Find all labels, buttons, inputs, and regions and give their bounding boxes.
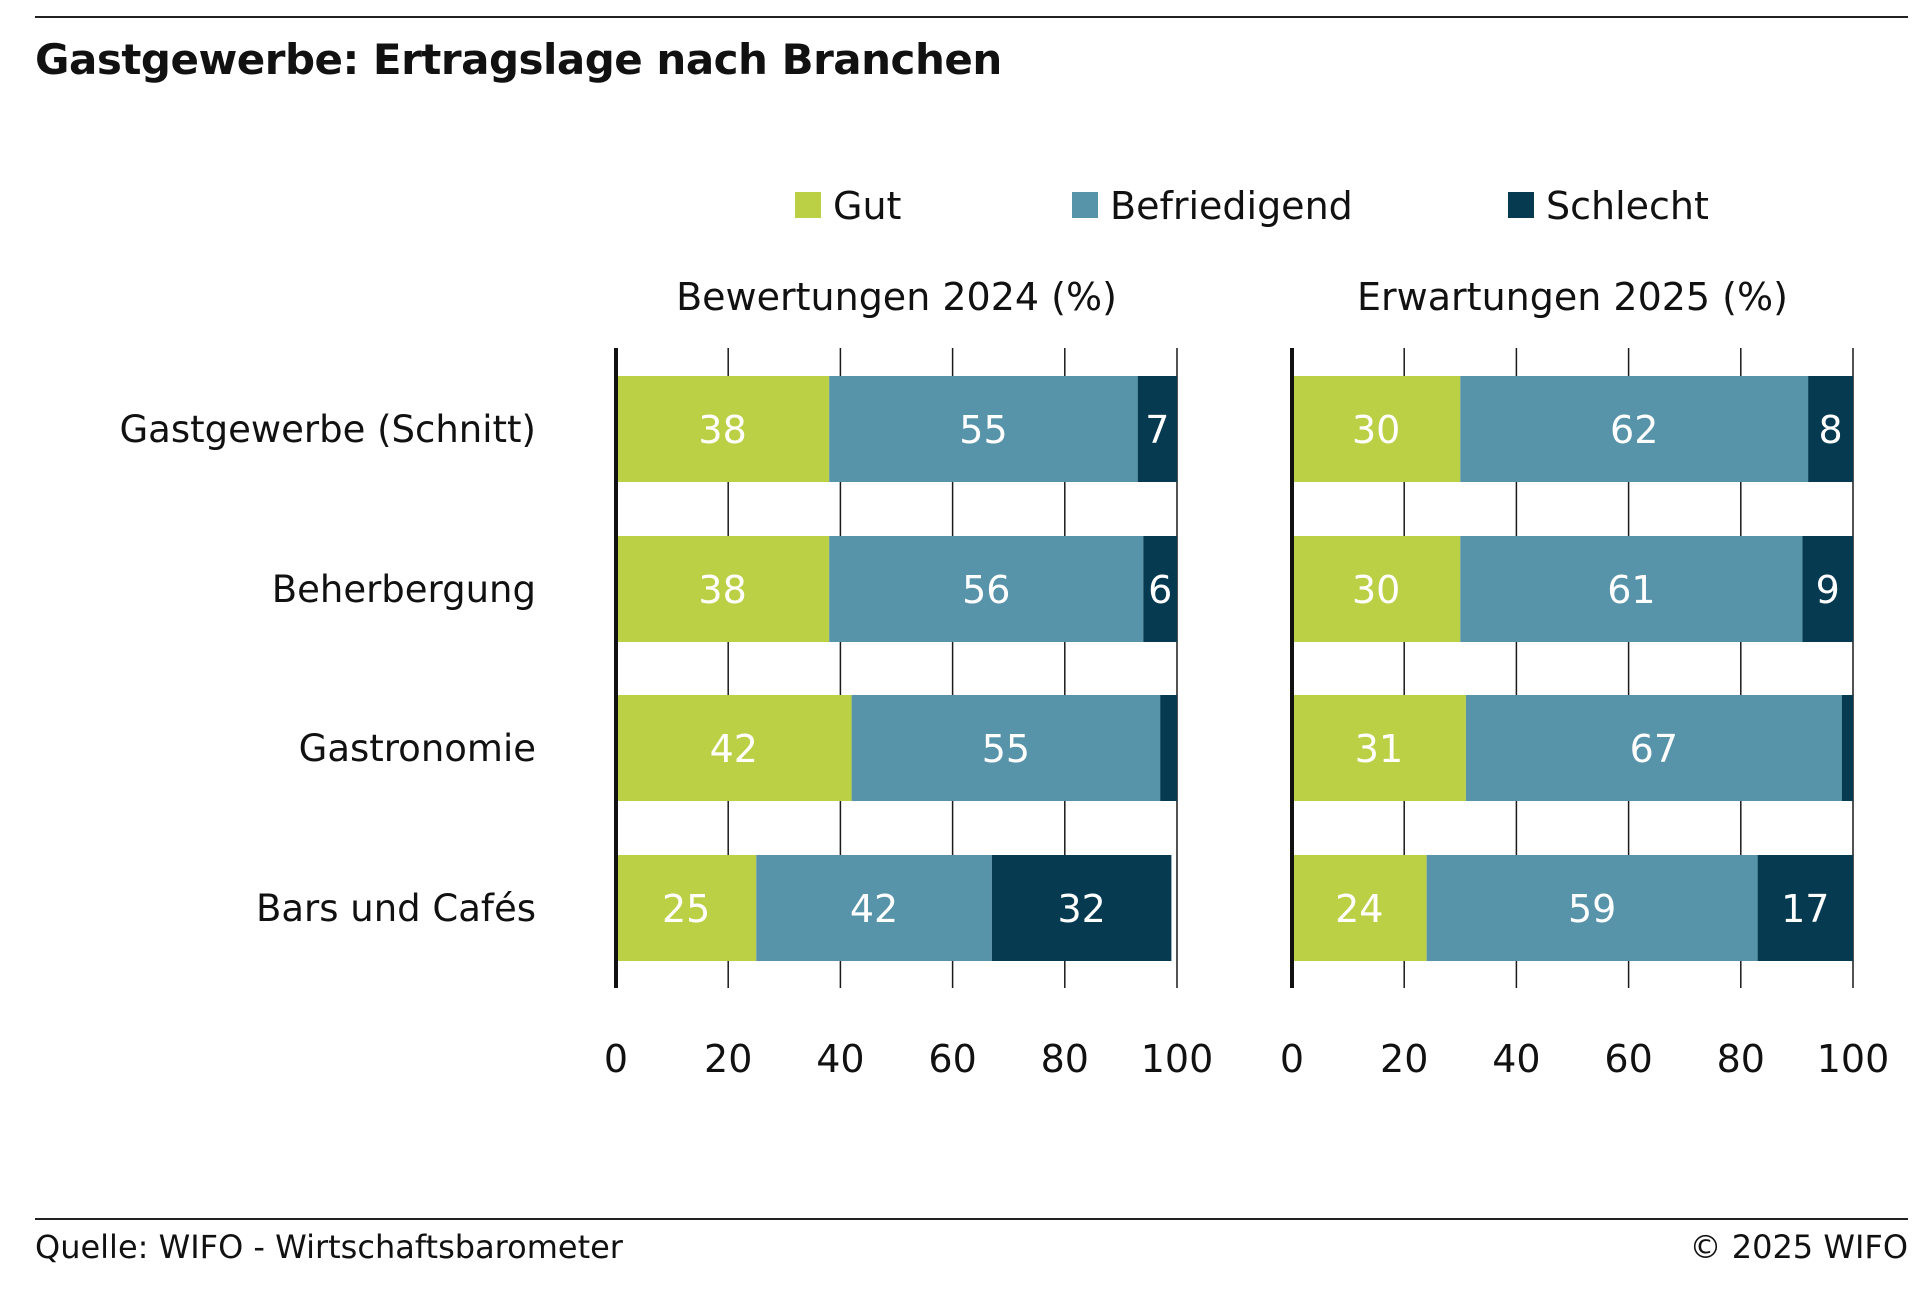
data-label: 61 [1607,568,1655,612]
data-label: 55 [959,408,1007,452]
x-tick-label: 0 [604,1037,628,1081]
legend-swatch-schlecht [1508,192,1534,218]
stacked-bar-charts: Gut Befriedigend Schlecht Gastgewerbe (Schn… [119,184,1890,1081]
x-tick-label: 60 [1604,1037,1652,1081]
bar-schlecht [1757,855,1853,961]
data-label: 24 [1335,887,1383,931]
bar-gut [1292,695,1466,801]
data-label: 62 [1610,408,1658,452]
x-tick-label: 80 [1041,1037,1089,1081]
data-label: 42 [850,887,898,931]
legend-swatch-befriedigend [1072,192,1098,218]
bar-gut [616,695,852,801]
bar-gut [1292,536,1461,642]
x-tick-label: 100 [1141,1037,1214,1081]
bar-gut [616,855,757,961]
copyright-note: © 2025 WIFO [1689,1228,1908,1266]
x-tick-label: 60 [928,1037,976,1081]
data-label: 38 [698,408,746,452]
bar-befriedigend [1460,376,1809,482]
top-rule [35,16,1908,18]
bar-befriedigend [829,376,1138,482]
bar-befriedigend [1465,695,1842,801]
x-tick-label: 20 [704,1037,752,1081]
data-label: 42 [710,727,758,771]
x-tick-label: 40 [816,1037,864,1081]
bar-befriedigend [829,536,1144,642]
data-label: 32 [1057,887,1105,931]
bottom-rule [35,1218,1908,1220]
data-label: 30 [1352,408,1400,452]
x-tick-label: 0 [1280,1037,1304,1081]
data-label: 55 [982,727,1030,771]
bar-schlecht [1143,536,1177,642]
x-tick-label: 100 [1817,1037,1890,1081]
legend-swatch-gut [795,192,821,218]
data-label: 31 [1355,727,1403,771]
legend-label-schlecht: Schlecht [1546,184,1709,228]
bar-gut [1292,376,1461,482]
x-tick-label: 80 [1717,1037,1765,1081]
bar-befriedigend [1426,855,1758,961]
data-label: 67 [1630,727,1678,771]
bar-befriedigend [851,695,1161,801]
data-label: 59 [1568,887,1616,931]
data-label: 6 [1148,568,1172,612]
bar-gut [1292,855,1427,961]
data-label: 25 [662,887,710,931]
bar-befriedigend [756,855,992,961]
bar-schlecht [991,855,1172,961]
category-label: Gastgewerbe (Schnitt) [119,408,536,451]
data-label: 56 [962,568,1010,612]
legend-label-befriedigend: Befriedigend [1110,184,1353,228]
data-label: 7 [1145,408,1169,452]
bar-befriedigend [1460,536,1803,642]
source-note: Quelle: WIFO - Wirtschaftsbarometer [35,1228,623,1266]
category-label: Bars und Cafés [256,887,536,930]
bar-schlecht [1137,376,1177,482]
bar-gut [616,536,830,642]
data-label: 8 [1818,408,1842,452]
x-tick-label: 20 [1380,1037,1428,1081]
bar-schlecht [1802,536,1853,642]
x-tick-label: 40 [1492,1037,1540,1081]
panel-title: Erwartungen 2025 (%) [1357,275,1788,319]
bar-schlecht [1841,695,1853,801]
data-label: 30 [1352,568,1400,612]
category-label: Beherbergung [272,568,536,611]
legend-label-gut: Gut [833,184,901,228]
panel-title: Bewertungen 2024 (%) [676,275,1117,319]
bar-schlecht [1808,376,1853,482]
data-label: 17 [1781,887,1829,931]
data-label: 38 [698,568,746,612]
category-label: Gastronomie [299,727,536,770]
bar-gut [616,376,830,482]
bar-schlecht [1160,695,1177,801]
data-label: 9 [1816,568,1840,612]
chart-title: Gastgewerbe: Ertragslage nach Branchen [35,35,1002,84]
